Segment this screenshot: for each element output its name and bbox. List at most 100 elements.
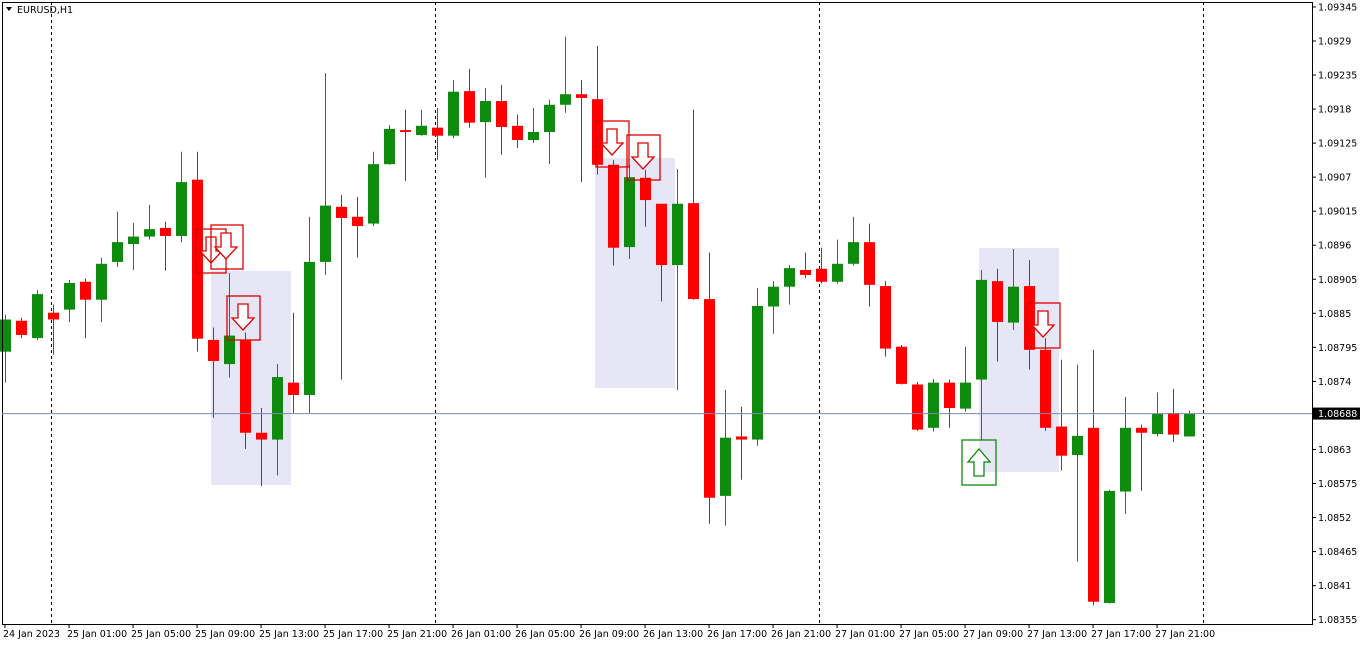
candle-body	[592, 99, 603, 165]
x-tick-label: 26 Jan 01:00	[451, 629, 511, 640]
candle-body	[1168, 412, 1179, 435]
candle-body	[544, 104, 555, 132]
x-tick-label: 27 Jan 13:00	[1027, 629, 1087, 640]
current-price-label: 1.08688	[1318, 409, 1357, 420]
x-tick-label: 25 Jan 05:00	[131, 629, 191, 640]
candle-body	[208, 339, 219, 361]
x-tick-label: 27 Jan 09:00	[963, 629, 1023, 640]
candle-body	[512, 125, 523, 141]
candle-body	[48, 312, 59, 320]
candle-body	[304, 261, 315, 396]
candle-body	[848, 242, 859, 264]
candle-body	[1072, 435, 1083, 456]
candle-body	[816, 268, 827, 282]
candle-body	[784, 268, 795, 287]
y-tick-label: 1.0929	[1318, 36, 1351, 47]
x-tick-label: 27 Jan 17:00	[1091, 629, 1151, 640]
buy-arrow	[961, 439, 997, 486]
candle-body	[224, 335, 235, 365]
y-tick-label: 1.0852	[1318, 513, 1351, 524]
candle-body	[416, 125, 427, 136]
candle-body	[128, 236, 139, 244]
candle-body	[272, 377, 283, 440]
x-tick-label: 26 Jan 13:00	[643, 629, 703, 640]
candle-body	[1120, 427, 1131, 492]
y-tick-label: 1.08575	[1318, 479, 1357, 490]
y-tick-label: 1.0918	[1318, 105, 1351, 116]
candle-body	[176, 182, 187, 236]
candle-body	[80, 281, 91, 300]
candle-body	[1088, 427, 1099, 602]
candle-body	[768, 286, 779, 307]
candle-body	[464, 91, 475, 123]
candle-body	[16, 320, 27, 335]
candle-body	[960, 382, 971, 409]
candle-body	[736, 436, 747, 440]
y-tick-label: 1.0885	[1318, 309, 1351, 320]
candle-body	[752, 305, 763, 440]
sell-arrow	[210, 224, 244, 270]
candle-body	[704, 299, 715, 498]
x-tick-label: 26 Jan 17:00	[707, 629, 767, 640]
candle-body	[640, 177, 651, 201]
candle-body	[496, 101, 507, 128]
candle-body	[336, 206, 347, 218]
candle-body	[1024, 286, 1035, 350]
y-tick-label: 1.09125	[1318, 139, 1357, 150]
candle-body	[320, 205, 331, 262]
x-tick-label: 25 Jan 21:00	[387, 629, 447, 640]
x-tick-label: 26 Jan 21:00	[771, 629, 831, 640]
chart-title: EURUSD,H1	[17, 5, 73, 16]
sell-arrow	[595, 120, 630, 168]
candle-body	[112, 242, 123, 262]
x-tick-label: 25 Jan 01:00	[67, 629, 127, 640]
candle-body	[256, 432, 267, 440]
candle-body	[1184, 413, 1195, 437]
y-tick-label: 1.0863	[1318, 445, 1351, 456]
candle-body	[1136, 427, 1147, 433]
y-tick-label: 1.08795	[1318, 343, 1357, 354]
candle-body	[448, 91, 459, 136]
y-tick-label: 1.0896	[1318, 241, 1351, 252]
candle-body	[1040, 349, 1051, 428]
candle-body	[368, 164, 379, 224]
candle-body	[720, 437, 731, 496]
x-tick-label: 25 Jan 09:00	[195, 629, 255, 640]
candle-body	[400, 130, 411, 132]
y-tick-label: 1.08465	[1318, 547, 1357, 558]
y-tick-label: 1.0841	[1318, 581, 1351, 592]
x-tick-label: 27 Jan 01:00	[835, 629, 895, 640]
candle-body	[192, 179, 203, 339]
candle-body	[1056, 426, 1067, 456]
candle-body	[992, 281, 1003, 322]
y-tick-label: 1.08905	[1318, 275, 1357, 286]
candle-body	[896, 346, 907, 384]
x-tick-label: 25 Jan 17:00	[323, 629, 383, 640]
sell-signals	[195, 120, 1061, 349]
candle-body	[0, 319, 11, 352]
candle-body	[656, 203, 667, 266]
candle-body	[624, 177, 635, 248]
y-tick-label: 1.0907	[1318, 173, 1351, 184]
x-tick-label: 27 Jan 21:00	[1155, 629, 1215, 640]
candle-body	[672, 203, 683, 266]
x-tick-label: 26 Jan 05:00	[515, 629, 575, 640]
candle-body	[832, 263, 843, 282]
candle-body	[864, 242, 875, 285]
y-tick-label: 1.08355	[1318, 615, 1357, 626]
menu-triangle	[6, 7, 12, 11]
y-tick-label: 1.0874	[1318, 377, 1351, 388]
candle-body	[560, 94, 571, 105]
candle-body	[1008, 286, 1019, 323]
y-tick-label: 1.09345	[1318, 2, 1357, 13]
sell-arrow	[226, 295, 261, 341]
y-tick-label: 1.09015	[1318, 207, 1357, 218]
x-tick-label: 25 Jan 13:00	[259, 629, 319, 640]
candle-body	[912, 384, 923, 430]
candle-body	[160, 227, 171, 236]
x-tick-label: 27 Jan 05:00	[899, 629, 959, 640]
candle-body	[576, 94, 587, 98]
candle-body	[384, 128, 395, 165]
candle-body	[432, 127, 443, 136]
